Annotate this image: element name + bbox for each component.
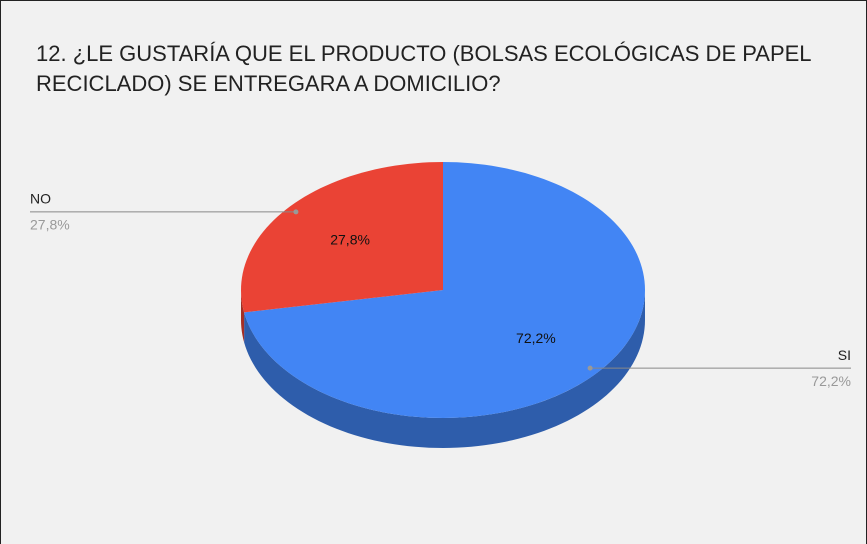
- slice-label: 72,2%: [516, 330, 556, 346]
- pie-slice: [244, 162, 645, 418]
- legend-label: SI: [838, 347, 851, 363]
- legend-label: NO: [30, 191, 51, 207]
- leader-dot: [587, 365, 593, 371]
- chart-title: 12. ¿LE GUSTARÍA QUE EL PRODUCTO (BOLSAS…: [36, 41, 811, 96]
- slice-label: 27,8%: [330, 231, 370, 247]
- pie-slice: [241, 162, 443, 313]
- legend-value: 27,8%: [30, 217, 70, 233]
- pie-side: [244, 290, 645, 448]
- pie-side: [241, 290, 245, 343]
- leader-dot: [293, 209, 299, 215]
- legend-value: 72,2%: [811, 373, 851, 389]
